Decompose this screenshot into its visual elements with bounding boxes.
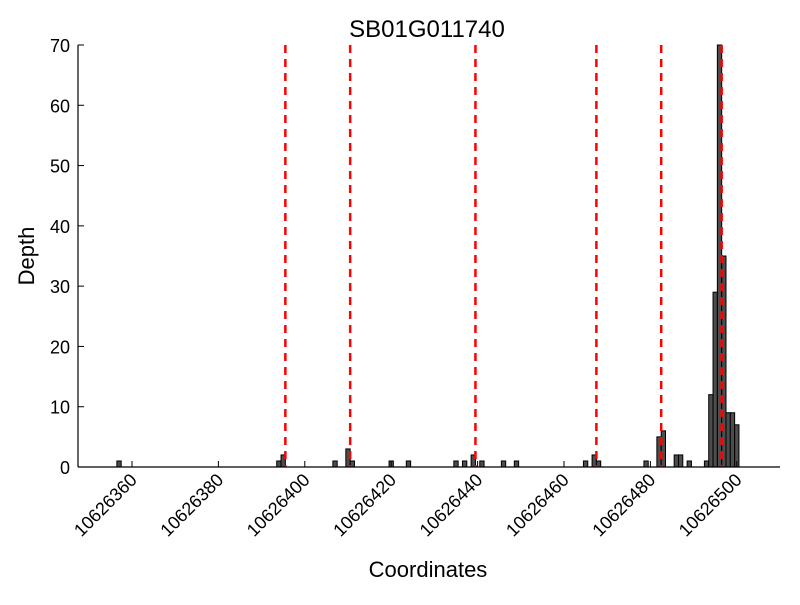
y-tick-label: 20 (50, 337, 70, 357)
y-tick-label: 60 (50, 96, 70, 116)
bar (725, 412, 731, 468)
bar (513, 460, 520, 468)
bar (729, 412, 736, 468)
bar (673, 454, 679, 468)
bar (708, 394, 714, 468)
bar (500, 460, 507, 468)
bar (712, 291, 718, 468)
x-axis-label: Coordinates (369, 557, 488, 582)
bar (660, 430, 667, 468)
bar (479, 460, 485, 468)
bar (405, 460, 412, 468)
y-tick-label: 50 (50, 157, 70, 177)
y-tick-label: 30 (50, 277, 70, 297)
x-tick-label: 10626460 (502, 470, 573, 541)
bar (703, 460, 710, 468)
x-tick-label: 10626380 (156, 470, 227, 541)
x-tick-label: 10626360 (70, 470, 141, 541)
x-tick-label: 10626480 (588, 470, 659, 541)
bar (461, 460, 468, 468)
y-tick-label: 70 (50, 36, 70, 56)
bar (686, 460, 692, 468)
bar (453, 460, 459, 468)
x-tick-label: 10626500 (675, 470, 746, 541)
x-tick-label: 10626400 (243, 470, 314, 541)
y-tick-label: 10 (50, 398, 70, 418)
bar (677, 454, 684, 468)
y-tick-label: 40 (50, 217, 70, 237)
bar (332, 460, 338, 468)
chart-title: SB01G011740 (349, 16, 505, 43)
x-tick-label: 10626420 (329, 470, 400, 541)
bar (734, 424, 740, 468)
bar (276, 460, 282, 468)
y-axis-label: Depth (14, 227, 39, 286)
x-tick-label: 10626440 (416, 470, 487, 541)
bar (116, 460, 122, 468)
bar (643, 460, 649, 468)
y-tick-label: 0 (60, 458, 70, 478)
bar (582, 460, 589, 468)
